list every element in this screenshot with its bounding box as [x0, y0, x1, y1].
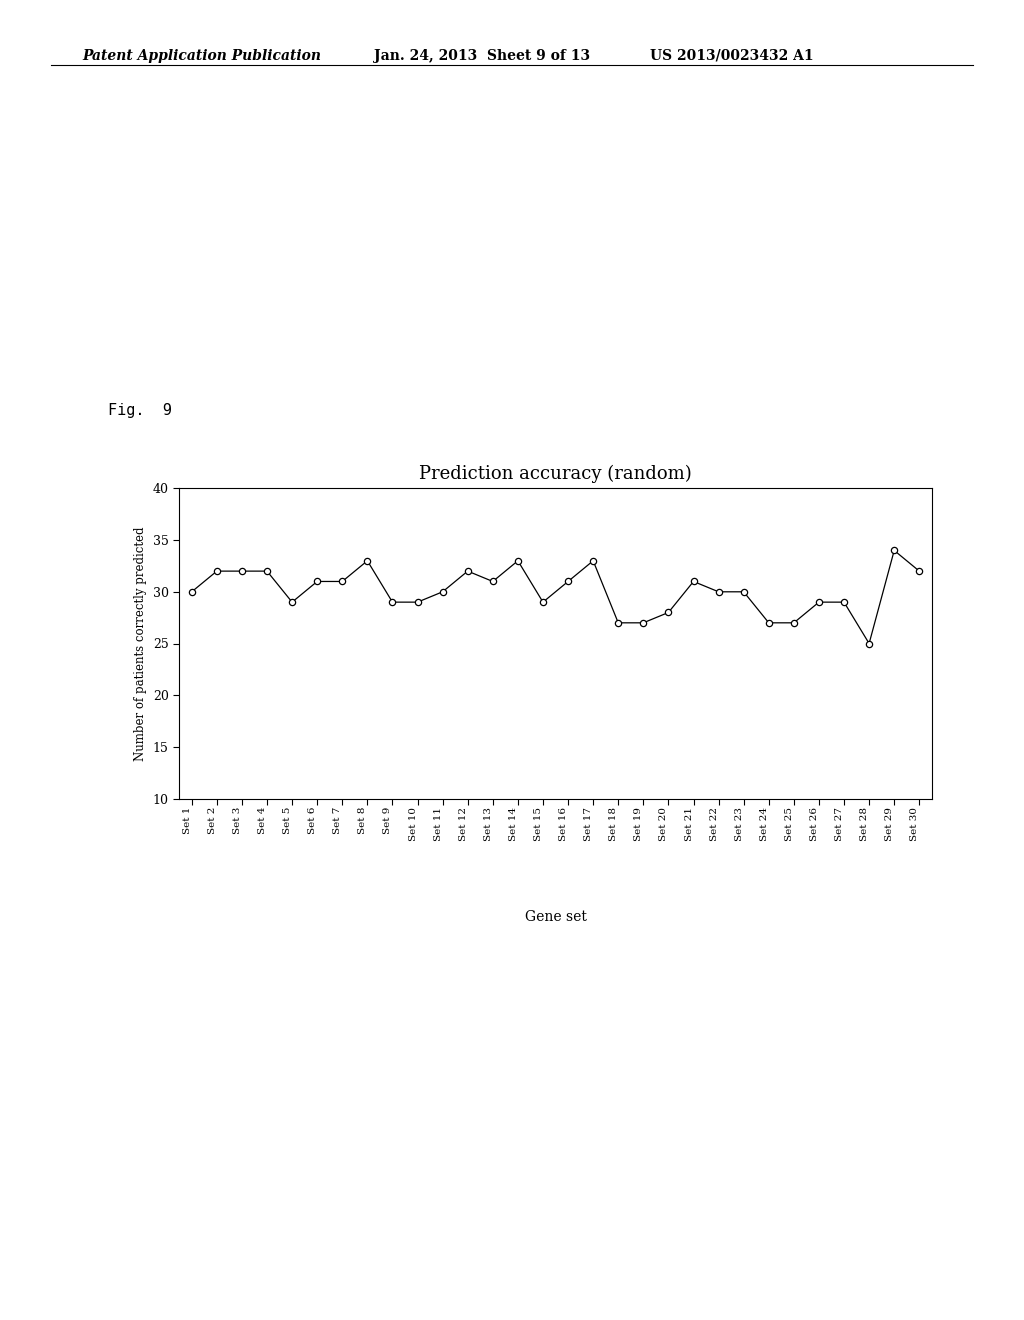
Text: Jan. 24, 2013  Sheet 9 of 13: Jan. 24, 2013 Sheet 9 of 13 [374, 49, 590, 63]
Text: US 2013/0023432 A1: US 2013/0023432 A1 [650, 49, 814, 63]
Title: Prediction accuracy (random): Prediction accuracy (random) [419, 465, 692, 483]
Y-axis label: Number of patients correctly predicted: Number of patients correctly predicted [134, 527, 147, 760]
X-axis label: Gene set: Gene set [524, 911, 587, 924]
Text: Fig.  9: Fig. 9 [108, 403, 171, 417]
Text: Patent Application Publication: Patent Application Publication [82, 49, 321, 63]
